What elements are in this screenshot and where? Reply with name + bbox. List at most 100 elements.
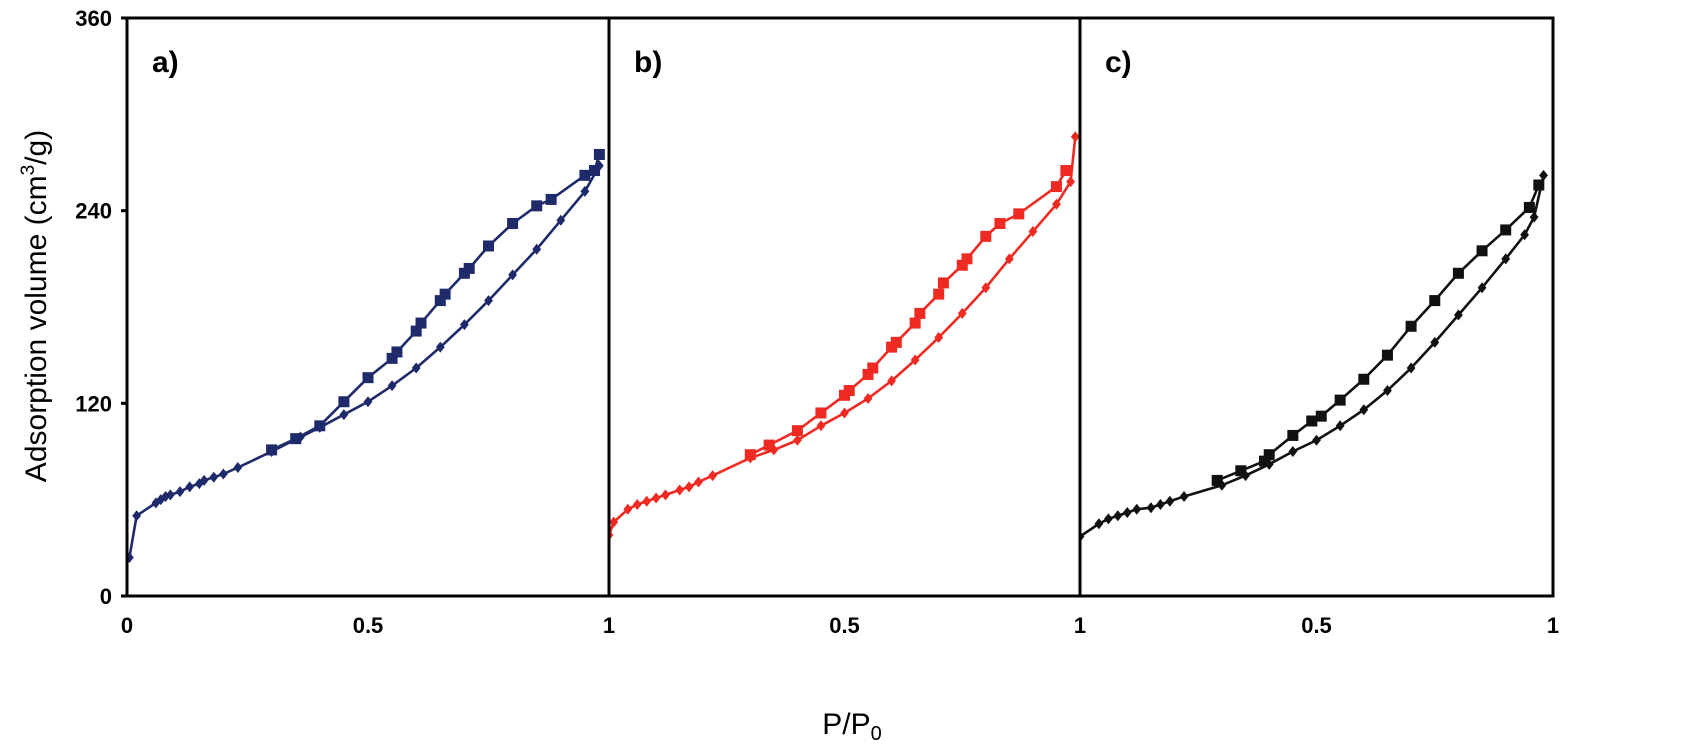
panel-b-desorption-point-20 (1060, 165, 1072, 177)
panel-b-desorption-point-17 (994, 218, 1006, 230)
panel-a-desorption-point-18 (589, 165, 601, 177)
panel-a-adsorption-point-9 (199, 474, 209, 486)
panel-b-desorption-point-7 (867, 362, 879, 374)
panel-b-adsorption-point-6 (661, 489, 670, 501)
panel-a-adsorption-point-23 (508, 269, 517, 281)
panel-a-desorption-point-4 (362, 372, 374, 384)
text-layer: Adsorption volume (cm3/g) P/P0 a)0 0.5 1b)… (18, 6, 1559, 745)
panel-a-desorption-point-5 (386, 352, 398, 364)
panel-b-adsorption-point-21 (981, 282, 991, 294)
panel-a-desorption-point-9 (434, 295, 446, 307)
panel-b-adsorption-point-4 (642, 495, 652, 507)
panel-c-desorption-point-13 (1476, 245, 1488, 257)
panel-a-desorption-point-10 (439, 288, 451, 300)
panel-b-adsorption-point-15 (840, 407, 849, 419)
x-axis-title-base: P/P (822, 708, 870, 741)
panel-b-adsorption-point-18 (910, 354, 920, 366)
panel-c-desorption-point-14 (1500, 224, 1512, 236)
panel-a-adsorption-line (128, 165, 601, 558)
panel-b-adsorption-line (609, 136, 1077, 536)
panel-b-desorption-point-10 (909, 317, 921, 329)
panel-b-adsorption-point-1 (609, 516, 619, 528)
panel-b-desorption-point-2 (791, 425, 803, 437)
panel-b-label: b) (634, 46, 662, 79)
panel-b-desorption-point-6 (862, 368, 874, 380)
panel-b-adsorption-point-5 (651, 492, 661, 504)
panel-b-desorption-point-16 (980, 230, 992, 242)
panel-a-label: a) (152, 46, 179, 79)
panel-c-adsorption-point-23 (1520, 229, 1530, 241)
panel-b-adsorption-point-23 (1028, 226, 1038, 238)
panel-a-adsorption-point-11 (219, 468, 228, 480)
panel-b-x-tick-1: 1 (1074, 613, 1086, 638)
panel-c-adsorption-point-24 (1529, 211, 1539, 223)
panel-b (609, 131, 1080, 541)
panel-b-desorption-point-0 (744, 449, 756, 461)
panel-c-desorption-point-4 (1287, 429, 1299, 441)
panel-a-adsorption-point-18 (387, 380, 397, 392)
y-axis-title-tail: /g) (20, 130, 53, 165)
panel-b-desorption-point-9 (890, 336, 902, 348)
panel-c-adsorption-point-9 (1179, 490, 1189, 502)
panel-b-desorption-point-1 (763, 439, 775, 451)
panel-a-adsorption-point-12 (233, 462, 243, 474)
panel-c-adsorption-point-5 (1132, 503, 1142, 515)
panel-a-desorption-point-3 (338, 396, 350, 408)
panel-b-adsorption-point-22 (1004, 253, 1014, 265)
panel-c-adsorption-point-21 (1477, 282, 1487, 294)
panel-a-adsorption-point-7 (185, 481, 195, 493)
panel-b-desorption-point-18 (1013, 208, 1025, 220)
panel-c-desorption-point-1 (1235, 465, 1247, 477)
panel-a-adsorption-point-17 (363, 396, 373, 408)
panel-c-adsorption-point-19 (1430, 336, 1440, 348)
panel-a-desorption-point-13 (483, 240, 494, 252)
panel-b-desorption-point-5 (843, 384, 855, 396)
panel-c-adsorption-point-22 (1501, 253, 1511, 265)
panel-a-x-tick-0.5: 0.5 (353, 613, 384, 638)
panel-a-desorption-point-8 (415, 317, 427, 329)
panel-b-adsorption-point-17 (887, 375, 896, 387)
panel-c-adsorption-point-4 (1122, 507, 1132, 519)
panel-a-desorption-point-0 (266, 444, 278, 456)
panel-a-desorption-point-15 (531, 200, 543, 212)
panel-a-adsorption-point-22 (484, 295, 493, 307)
panel-c-desorption-point-8 (1358, 373, 1370, 385)
panel-a-x-tick-1: 1 (603, 613, 615, 638)
panel-a-adsorption-point-20 (435, 341, 445, 353)
panel-b-adsorption-point-8 (684, 481, 694, 493)
panel-b-adsorption-point-20 (957, 307, 967, 319)
y-axis-title-sup: 3 (18, 165, 39, 176)
panel-c-desorption-point-6 (1315, 410, 1327, 422)
panel-a-x-tick-0: 0 (121, 613, 133, 638)
panel-b-adsorption-point-26 (1070, 131, 1080, 143)
panel-a-adsorption-point-16 (339, 409, 349, 421)
panel-b-adsorption-point-3 (632, 498, 642, 510)
y-axis-title: Adsorption volume (cm3/g) (18, 130, 53, 482)
panel-c-adsorption-point-14 (1312, 434, 1321, 446)
panel-c-desorption-point-2 (1258, 455, 1270, 467)
panel-a-adsorption-point-19 (411, 362, 421, 374)
panel-a-adsorption-point-1 (132, 510, 142, 522)
panel-a-adsorption-point-2 (151, 497, 161, 509)
panel-b-adsorption-point-19 (934, 332, 944, 344)
panel-b-adsorption-point-14 (816, 420, 826, 432)
panel-b-desorption-point-11 (914, 307, 926, 319)
panel-c-adsorption-point-17 (1383, 384, 1392, 396)
panel-b-desorption-point-14 (956, 259, 968, 271)
panel-b-desorption-point-15 (961, 253, 973, 265)
panel-c-desorption-line (1216, 184, 1541, 482)
plot-layer (127, 131, 1548, 563)
panel-c-x-tick-1: 1 (1547, 613, 1559, 638)
panel-b-adsorption-point-25 (1066, 176, 1075, 188)
y-tick-120: 120 (75, 391, 112, 416)
panel-c-adsorption-point-3 (1113, 510, 1123, 522)
panel-a-adsorption-point-4 (161, 490, 170, 502)
panel-c-desorption-point-5 (1306, 415, 1318, 427)
panel-a-desorption-point-7 (410, 325, 422, 337)
panel-a-desorption-point-6 (391, 346, 403, 358)
panel-a-adsorption-point-5 (165, 489, 175, 501)
panel-a (127, 148, 605, 563)
panel-a-adsorption-point-0 (127, 551, 134, 563)
panel-a-adsorption-point-21 (460, 319, 469, 331)
